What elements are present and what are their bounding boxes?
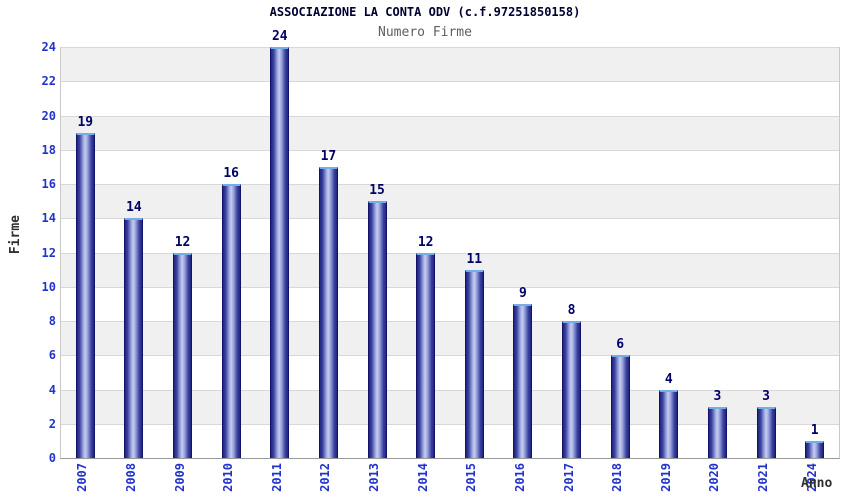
x-tick-label: 2016 xyxy=(512,463,527,492)
y-tick-label: 24 xyxy=(41,40,56,54)
bar xyxy=(610,355,630,458)
bar xyxy=(124,218,144,458)
bar-value-label: 4 xyxy=(664,371,673,387)
gridline xyxy=(61,81,839,83)
x-tick-label: 2018 xyxy=(610,463,625,492)
bar xyxy=(756,406,776,458)
bar xyxy=(221,184,241,458)
bar-value-label: 14 xyxy=(126,200,142,216)
y-tick-label: 20 xyxy=(41,108,56,123)
grid-band xyxy=(61,115,839,150)
gridline xyxy=(61,355,839,357)
x-tick-label: 2015 xyxy=(464,463,479,492)
x-tick-label: 2019 xyxy=(658,463,673,492)
bar-value-label: 15 xyxy=(369,183,385,199)
x-tick-label: 2008 xyxy=(123,463,138,492)
y-tick-label: 6 xyxy=(48,348,56,363)
gridline xyxy=(61,423,839,425)
gridline xyxy=(61,252,839,254)
x-tick-label: 2011 xyxy=(269,463,284,492)
bar xyxy=(75,132,95,458)
x-tick-label: 2017 xyxy=(561,463,576,492)
x-axis-label: Anno xyxy=(801,476,833,491)
bar-value-label: 3 xyxy=(762,388,770,404)
x-tick-label: 2012 xyxy=(318,463,333,492)
bar-value-label: 24 xyxy=(271,29,288,44)
y-tick-label: 12 xyxy=(41,245,56,260)
y-tick-label: 18 xyxy=(41,142,56,157)
x-tick-label: 2014 xyxy=(415,463,430,492)
x-tick-label: 2009 xyxy=(172,463,187,492)
y-tick-label: 8 xyxy=(48,314,56,328)
bar-value-label: 9 xyxy=(519,285,527,301)
gridline xyxy=(61,115,839,117)
bar-value-label: 11 xyxy=(466,251,483,267)
bar-value-label: 8 xyxy=(567,303,576,318)
grid-band xyxy=(61,47,839,82)
bar xyxy=(416,252,436,458)
bar xyxy=(318,166,338,458)
bar xyxy=(659,389,679,458)
y-tick-label: 10 xyxy=(41,279,56,294)
bar-value-label: 17 xyxy=(320,148,337,164)
bar xyxy=(464,269,484,458)
x-tick-label: 2021 xyxy=(756,463,771,492)
y-tick-label: 14 xyxy=(41,211,56,226)
chart-title: ASSOCIAZIONE LA CONTA ODV (c.f.972518501… xyxy=(269,5,581,19)
gridline xyxy=(61,149,839,151)
bar-value-label: 3 xyxy=(713,388,722,404)
bar-value-label: 16 xyxy=(223,166,240,181)
bar xyxy=(805,440,825,458)
bar xyxy=(513,303,533,458)
y-tick-label: 0 xyxy=(48,451,56,465)
gridline xyxy=(61,286,839,288)
chart-subtitle: Numero Firme xyxy=(378,25,472,40)
y-tick-label: 2 xyxy=(48,416,56,431)
y-tick-label: 4 xyxy=(48,382,56,397)
x-tick-label: 2013 xyxy=(367,463,382,492)
gridline xyxy=(61,47,839,48)
x-tick-label: 2007 xyxy=(75,463,90,492)
bar-value-label: 12 xyxy=(174,234,191,250)
bar xyxy=(562,321,582,458)
bar-value-label: 12 xyxy=(417,234,434,250)
x-tick-label: 2020 xyxy=(707,463,722,492)
bar xyxy=(367,201,387,458)
x-tick-label: 2010 xyxy=(221,463,236,492)
gridline xyxy=(61,218,839,220)
bar-value-label: 6 xyxy=(616,337,625,353)
gridline xyxy=(61,184,839,185)
bar-value-label: 1 xyxy=(810,422,819,438)
y-tick-label: 16 xyxy=(41,177,56,191)
y-tick-label: 22 xyxy=(41,74,56,89)
gridline xyxy=(61,321,839,322)
gridline xyxy=(61,389,839,391)
grid-band xyxy=(61,184,839,219)
bar xyxy=(173,252,193,458)
bar xyxy=(270,47,290,458)
bar-value-label: 19 xyxy=(77,114,94,130)
bar xyxy=(707,406,727,458)
plot-area: 19 14 12 16 24 17 15 12 11 9 8 6 4 3 3 1 xyxy=(60,29,840,459)
